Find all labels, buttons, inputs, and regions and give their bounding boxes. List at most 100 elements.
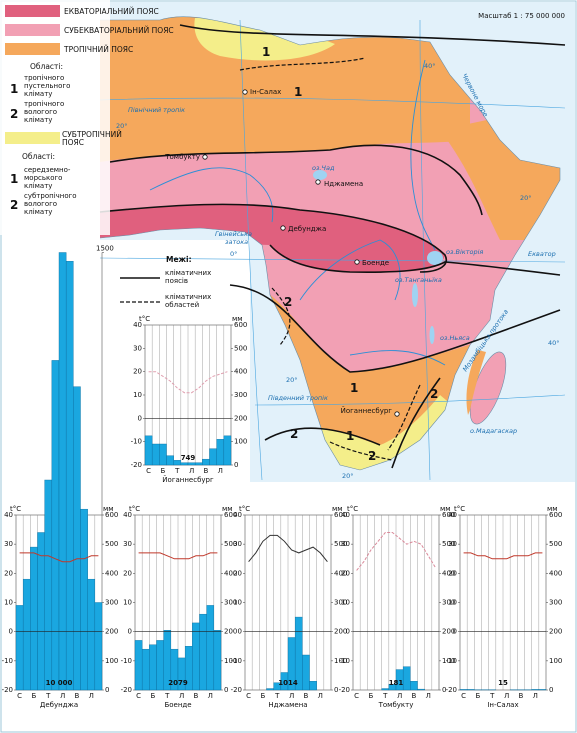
month-label: Б (32, 692, 37, 700)
precip-bar (309, 681, 317, 691)
precip-bar (459, 689, 468, 691)
precip-bar (187, 462, 196, 466)
legend-label: ЕКВАТОРІАЛЬНИЙ ПОЯС (64, 7, 159, 16)
river (149, 167, 274, 223)
precip-tick-label: 400 (234, 368, 247, 376)
month-label: Т (174, 467, 180, 475)
month-label: Л (60, 692, 65, 700)
precip-bar (402, 666, 411, 691)
line-label: Південний тропік (268, 394, 328, 402)
temperature-line (248, 534, 328, 563)
precip-tick-label: 600 (224, 511, 237, 519)
precip-bar (94, 602, 103, 691)
precip-bar (266, 688, 274, 691)
temp-tick-label: 30 (4, 540, 13, 548)
precip-bar (141, 648, 150, 691)
precip-tick-label: 600 (442, 511, 455, 519)
legend-background (0, 0, 110, 235)
region-number: 1 (346, 429, 354, 443)
precip-tick-label: 600 (549, 511, 562, 519)
precip-bar (22, 578, 31, 691)
station-name: Йоганнесбург (162, 475, 214, 484)
temp-tick-label: 10 (233, 599, 242, 607)
temp-tick-label: 20 (233, 569, 242, 577)
region-number: 1 (262, 45, 270, 59)
precip-bar (531, 689, 540, 691)
temperature-line (148, 371, 228, 394)
month-label: С (354, 692, 359, 700)
precip-tick-label: 0 (234, 461, 238, 469)
month-label: Л (208, 692, 213, 700)
precip-bar (417, 688, 425, 691)
precip-bar (180, 462, 189, 466)
city-dot (280, 225, 286, 231)
precip-bar (65, 261, 74, 691)
month-label: Б (261, 692, 266, 700)
temp-tick-label: 30 (233, 540, 242, 548)
month-label: Б (369, 692, 374, 700)
legend-number: 2 (10, 198, 18, 212)
legend: ЕКВАТОРІАЛЬНИЙ ПОЯС СУБЕКВАТОРІАЛЬНИЙ ПО… (0, 0, 174, 235)
temp-tick-label: 10 (133, 391, 142, 399)
city-dot (315, 179, 321, 185)
precip-tick-label: 0 (549, 686, 553, 694)
temperature-line (463, 552, 543, 560)
legend-label: вологого (24, 200, 57, 208)
station-name: Томбукту (378, 701, 414, 709)
legend-label: клімату (24, 90, 52, 98)
temp-unit: t°C (129, 505, 140, 513)
legend-subtitle: Області: (30, 62, 63, 71)
precip-tick-label: 0 (224, 686, 228, 694)
river (410, 59, 436, 251)
line-label: Екватор (528, 250, 556, 258)
temp-tick-label: 0 (9, 628, 13, 636)
water-label: о.Мадагаскар (470, 427, 517, 435)
precip-tick-label: 400 (442, 569, 455, 577)
precip-bar (216, 439, 225, 466)
precip-bar (381, 688, 390, 691)
month-label: С (136, 692, 141, 700)
precip-tick-label: 200 (234, 414, 247, 422)
legend-label: вологого (24, 108, 57, 116)
station-name: Боенде (164, 701, 191, 709)
region-number: 1 (350, 381, 358, 395)
month-label: Л (179, 692, 184, 700)
city-label: Ін-Салах (250, 88, 281, 96)
temp-tick-label: 40 (123, 511, 132, 519)
precip-bar (87, 578, 96, 691)
month-label: С (17, 692, 22, 700)
temperature-line (138, 552, 218, 560)
precip-tick-label: 200 (105, 628, 118, 636)
station-name: Ін-Салах (487, 701, 518, 709)
degree-labels: 20° 40° 0° 20° 20° 40° 20° (116, 62, 560, 480)
precip-bar (206, 605, 215, 691)
city-label: Томбукту (164, 153, 200, 161)
month-label: Л (504, 692, 509, 700)
precip-bar (15, 605, 24, 691)
temp-tick-label: -20 (231, 686, 242, 694)
annual-total: 2079 (168, 679, 188, 687)
legend-label: кліматичних (165, 269, 211, 277)
legend-label: середземно- (24, 166, 71, 174)
temp-unit: t°C (139, 315, 150, 323)
temp-tick-label: -10 (2, 657, 13, 665)
temp-tick-label: 20 (448, 569, 457, 577)
temp-tick-label: 40 (4, 511, 13, 519)
precip-tick-label: 500 (334, 540, 347, 548)
legend-label: СУБЕКВАТОРІАЛЬНИЙ ПОЯС (64, 26, 174, 35)
precip-bar (538, 689, 547, 691)
temp-tick-label: 30 (123, 540, 132, 548)
cities: Ін-Салах Томбукту Нджамена Дебунджа Боен… (164, 88, 400, 417)
precip-tick-label: 500 (105, 540, 118, 548)
precip-tick-label: 600 (234, 321, 247, 329)
precip-tick-label: 100 (105, 657, 118, 665)
precip-tick-label: 0 (105, 686, 109, 694)
equatorial-zone (100, 204, 445, 273)
temp-tick-label: 30 (448, 540, 457, 548)
city-dot (242, 89, 248, 95)
precip-bar (166, 455, 174, 466)
belt-boundary (109, 144, 483, 216)
temp-tick-label: 10 (4, 599, 13, 607)
annual-total: 181 (389, 679, 404, 687)
